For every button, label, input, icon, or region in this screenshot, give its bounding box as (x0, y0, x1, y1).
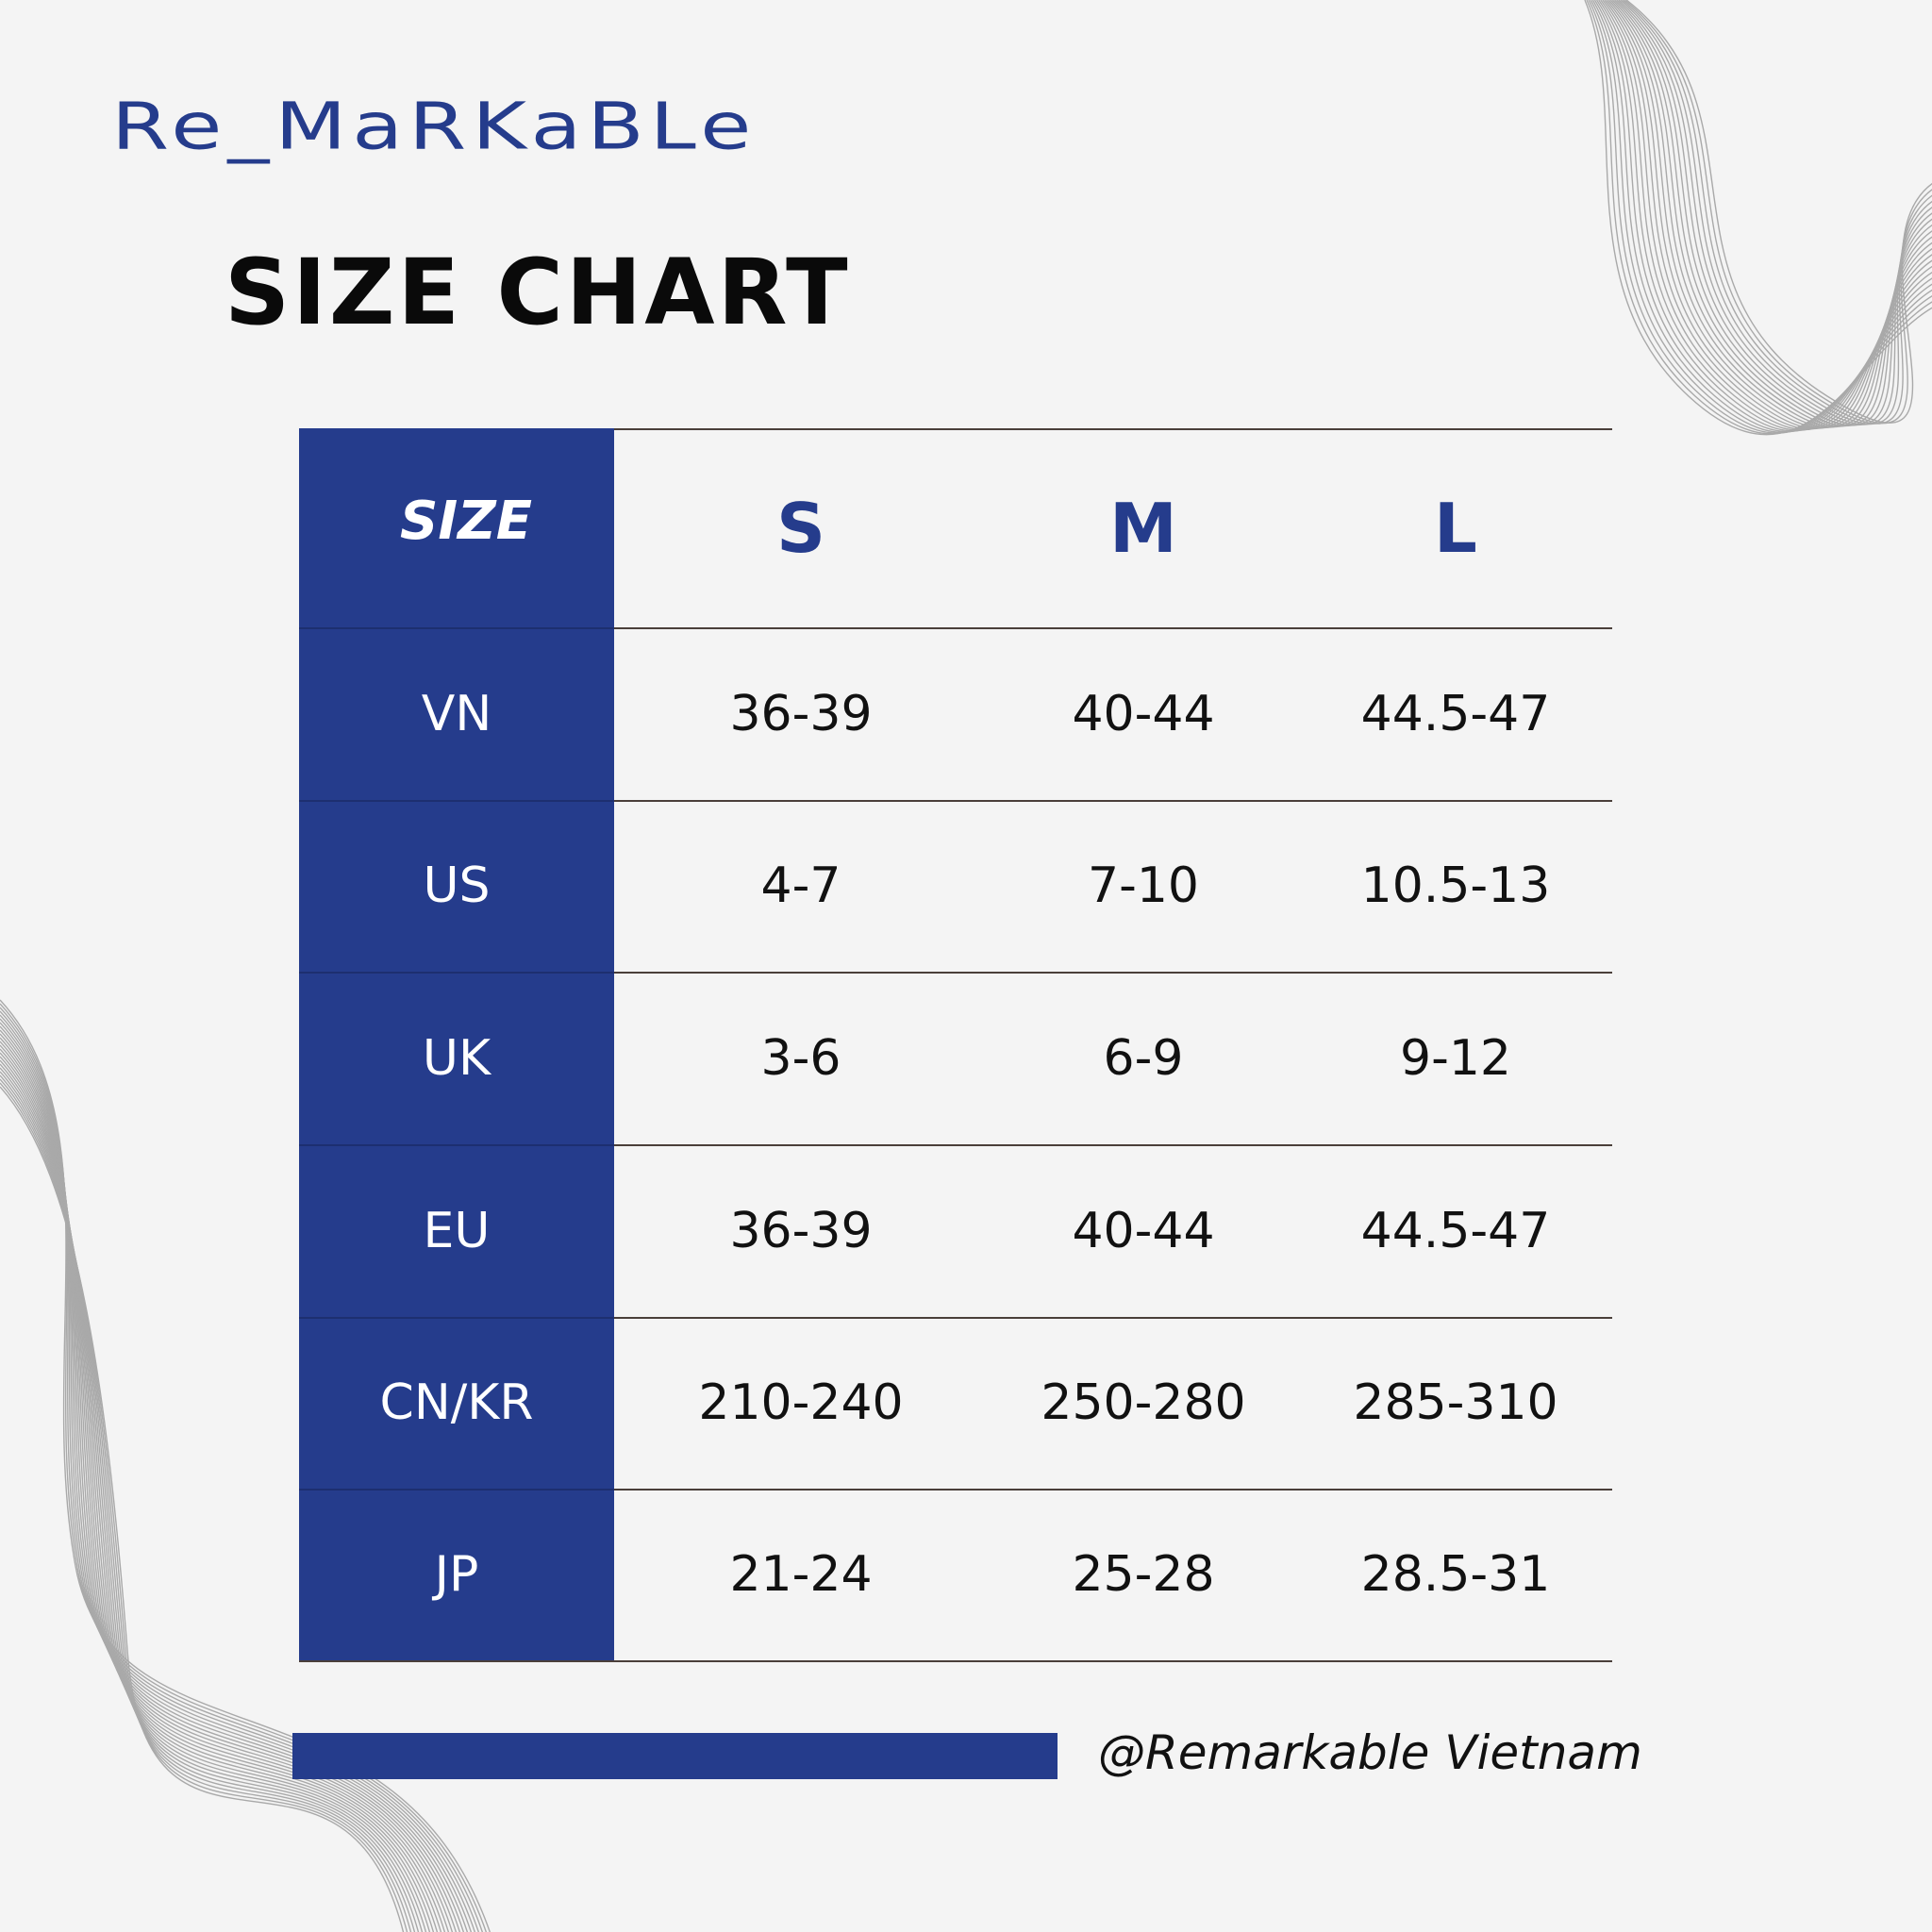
page-title: SIZE CHART (225, 240, 851, 345)
wave-line (1586, 0, 1932, 435)
cell-vn-s: 36-39 (729, 685, 873, 742)
row-label-us: US (423, 858, 491, 914)
wave-line (1620, 0, 1932, 425)
wave-line (1611, 0, 1932, 426)
wave-line (1625, 0, 1932, 424)
wave-line (1596, 0, 1932, 431)
wave-line (1593, 0, 1932, 432)
label-divider (299, 1317, 614, 1319)
label-divider (299, 1144, 614, 1146)
cell-jp-s: 21-24 (729, 1546, 873, 1603)
cell-uk-s: 3-6 (760, 1029, 841, 1087)
label-divider (299, 800, 614, 802)
wave-line (1616, 0, 1932, 426)
table-rule (614, 428, 1612, 430)
cell-us-l: 10.5-13 (1360, 858, 1551, 914)
wave-line (1590, 0, 1932, 433)
cell-us-s: 4-7 (760, 858, 841, 914)
wave-line (1604, 0, 1932, 429)
table-rule (614, 1144, 1612, 1146)
table-rule (614, 1317, 1612, 1319)
row-label-cnkr: CN/KR (379, 1374, 534, 1431)
cell-uk-m: 6-9 (1103, 1029, 1184, 1087)
wave-line (1614, 0, 1932, 426)
wave-line (1609, 0, 1932, 427)
cell-eu-l: 44.5-47 (1360, 1202, 1551, 1259)
label-divider (299, 627, 614, 629)
cell-cnkr-l: 285-310 (1353, 1374, 1558, 1431)
cell-cnkr-s: 210-240 (698, 1374, 904, 1431)
table-rule (614, 972, 1612, 974)
label-divider (299, 1489, 614, 1491)
cell-eu-m: 40-44 (1072, 1202, 1215, 1259)
cell-eu-s: 36-39 (729, 1202, 873, 1259)
wave-line (1598, 0, 1932, 431)
cell-jp-m: 25-28 (1072, 1546, 1215, 1603)
row-label-vn: VN (421, 685, 492, 742)
wave-lines-top-right (1584, 0, 1932, 436)
size-chart-table: SIZE S M L VN 36-39 40-44 44.5-47 US 4-7… (299, 428, 1612, 1662)
brand-logo: Re_MaRKaBLe (111, 88, 758, 165)
cell-vn-l: 44.5-47 (1360, 685, 1551, 742)
wave-line (1607, 0, 1932, 428)
cell-us-m: 7-10 (1087, 858, 1199, 914)
social-handle: @Remarkable Vietnam (1098, 1725, 1642, 1780)
wave-line (1602, 0, 1932, 429)
table-rule (614, 800, 1612, 802)
cell-cnkr-m: 250-280 (1041, 1374, 1246, 1431)
label-divider (299, 972, 614, 974)
cell-vn-m: 40-44 (1072, 685, 1215, 742)
cell-jp-l: 28.5-31 (1360, 1546, 1551, 1603)
table-rule (299, 1660, 1612, 1662)
footer-accent-bar (292, 1733, 1058, 1779)
table-rule (614, 1489, 1612, 1491)
wave-line (1606, 0, 1932, 428)
header-col-l: L (1434, 488, 1477, 568)
wave-line (1624, 0, 1932, 425)
row-label-eu: EU (423, 1202, 491, 1259)
wave-line (1584, 0, 1932, 436)
header-size-label: SIZE (399, 491, 533, 552)
wave-line (1622, 0, 1932, 425)
row-label-uk: UK (422, 1029, 491, 1087)
wave-line (1588, 0, 1932, 434)
header-col-s: S (776, 488, 825, 568)
header-col-m: M (1109, 488, 1177, 568)
row-label-column (299, 428, 614, 1662)
wave-line (1600, 0, 1932, 430)
wave-line (1618, 0, 1932, 425)
row-label-jp: JP (434, 1546, 479, 1603)
table-rule (614, 627, 1612, 629)
cell-uk-l: 9-12 (1399, 1029, 1511, 1087)
wave-line (1591, 0, 1932, 433)
